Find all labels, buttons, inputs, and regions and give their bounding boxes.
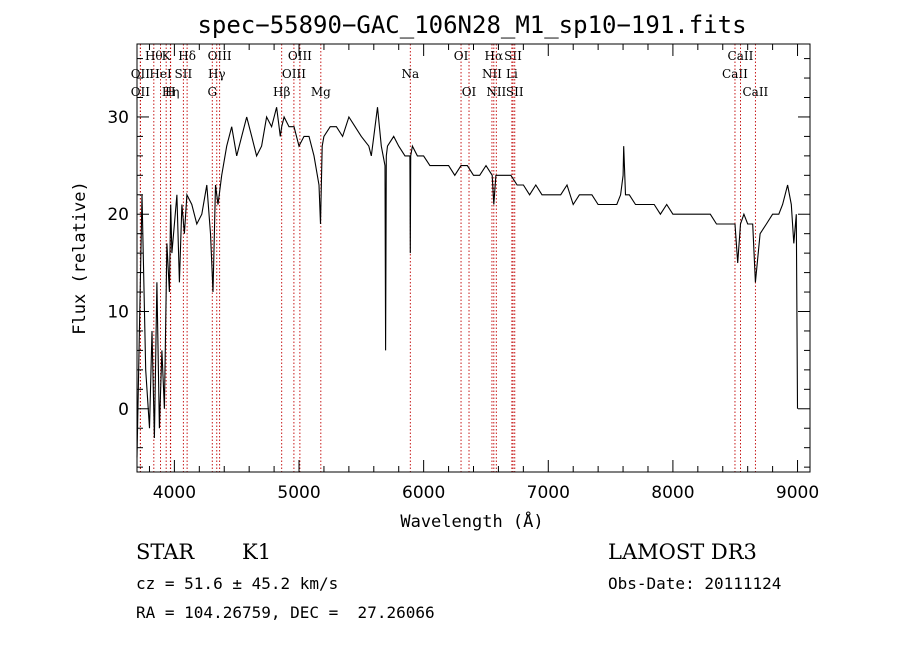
spectral-line-label: CaII [728, 49, 754, 63]
spectral-line-label: OII [131, 67, 151, 81]
spectral-line-label: OI [462, 85, 477, 99]
axis-ticks-layer: 4000 5000 6000 7000 8000 9000 0 10 20 30 [107, 44, 819, 503]
spectral-line-label: Hη [162, 85, 180, 99]
x-tick-label: 4000 [153, 483, 196, 503]
spectral-line-label: SII [175, 67, 193, 81]
spectral-line-label: G [207, 85, 217, 99]
y-tick-label: 30 [107, 108, 129, 128]
spectral-line-label: H [165, 85, 175, 99]
spectral-line-label: OIII [282, 67, 306, 81]
spectral-line-label: OIII [208, 49, 232, 63]
y-axis-label: Flux (relative) [70, 181, 90, 335]
plot-frame [136, 43, 811, 473]
object-subclass: K1 [242, 540, 272, 564]
spectral-line-label: Hβ [273, 85, 290, 99]
spectral-line-label: NII [482, 67, 502, 81]
object-class: STAR [136, 540, 195, 564]
spectral-line-label: CaII [742, 85, 768, 99]
spectral-line-label: OI [454, 49, 469, 63]
spectral-line-label: Hδ [178, 49, 196, 63]
spectral-line-label: OIII [288, 49, 312, 63]
spectral-line-label: Na [401, 67, 419, 81]
y-tick-label: 0 [118, 400, 129, 420]
x-axis-label: Wavelength (Å) [400, 510, 543, 532]
y-tick-label: 10 [107, 303, 129, 323]
spectral-line-label: CaII [722, 67, 748, 81]
x-tick-label: 8000 [651, 483, 694, 503]
spectral-line-label: Mg [311, 85, 331, 99]
spectral-lines-layer: HθOIIOIIHeIKHηHSIIHδHγGOIIIHβOIIIOIIIMgN… [131, 44, 769, 472]
spectral-line-label: Hθ [145, 49, 163, 63]
x-tick-label: 9000 [776, 483, 819, 503]
series-layer [136, 107, 799, 458]
spectral-line-label: SII [504, 49, 522, 63]
spectral-line-label: OII [131, 85, 151, 99]
spectral-line-label: Hγ [208, 67, 226, 81]
flux-series-line [136, 107, 799, 458]
x-tick-label: 7000 [527, 483, 570, 503]
redshift-cz: cz = 51.6 ± 45.2 km/s [136, 574, 339, 593]
spectral-line-label: SII [506, 85, 524, 99]
spectral-line-label: K [162, 49, 172, 63]
survey-label: LAMOST DR3 [608, 540, 757, 564]
observation-date: Obs-Date: 20111124 [608, 574, 782, 593]
spectral-line-label: NII [486, 85, 506, 99]
ra-dec-coordinates: RA = 104.26759, DEC = 27.26066 [136, 603, 435, 622]
spectral-line-label: HeI [149, 67, 172, 81]
spectral-line-label: Li [506, 67, 518, 81]
spectral-line-label: Hα [485, 49, 504, 63]
y-tick-label: 20 [107, 205, 129, 225]
chart-title: spec−55890−GAC_106N28_M1_sp10−191.fits [197, 11, 746, 39]
x-tick-label: 5000 [277, 483, 320, 503]
x-tick-label: 6000 [402, 483, 445, 503]
